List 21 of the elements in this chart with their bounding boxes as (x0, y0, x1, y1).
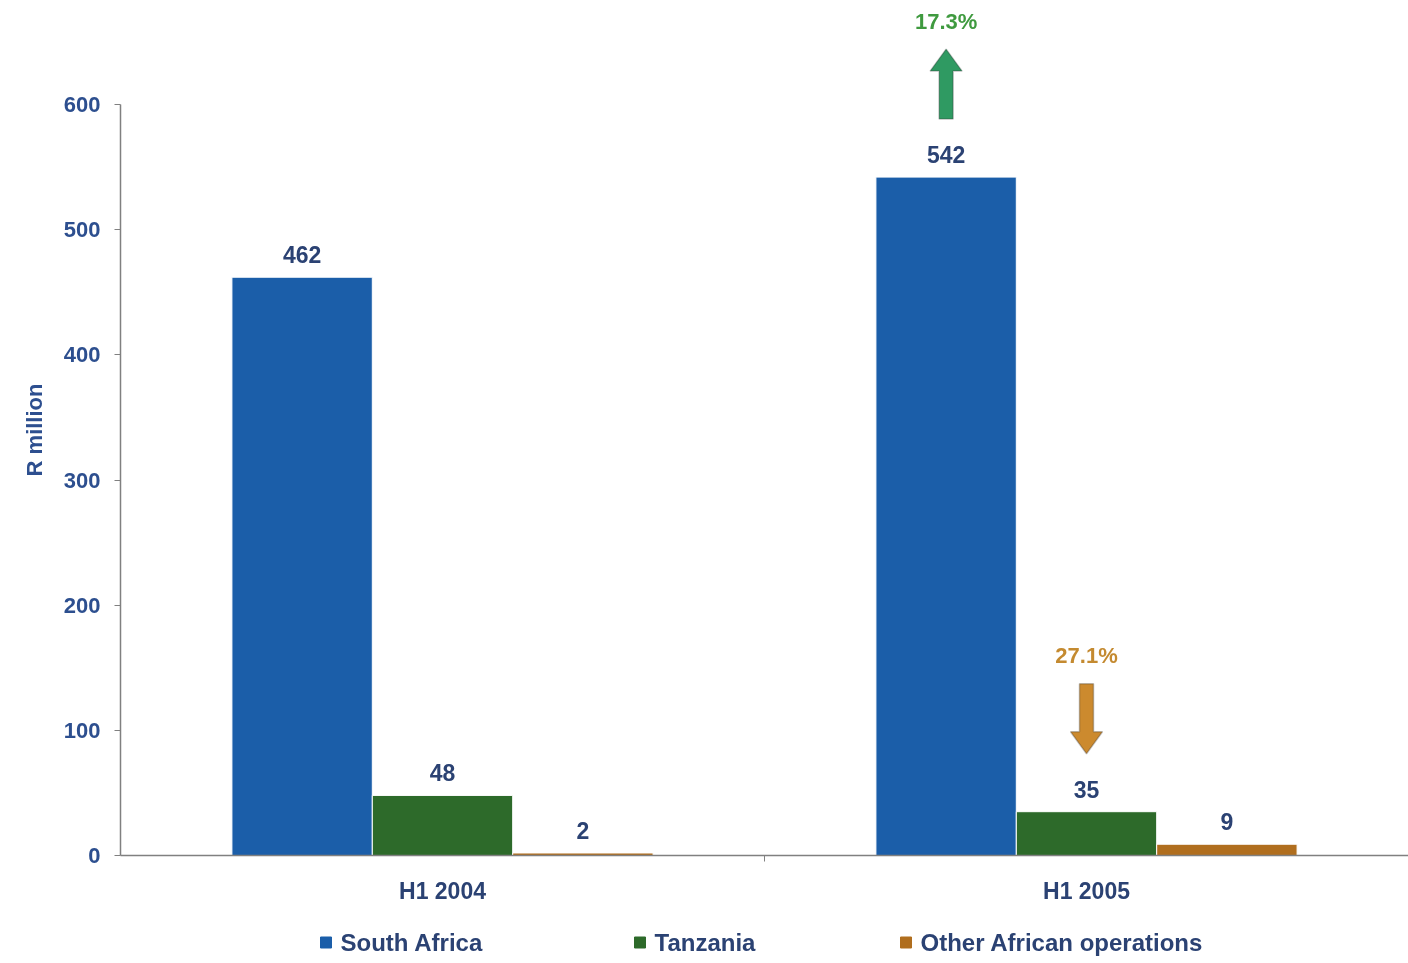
y-tick-label: 100 (63, 717, 101, 743)
y-tick-label: 300 (63, 467, 101, 493)
legend-label: Tanzania (654, 929, 757, 956)
legend-label: Other African operations (920, 929, 1203, 956)
y-axis-title: R million (21, 383, 47, 477)
x-tick-label: H1 2004 (399, 877, 487, 904)
data-label: 462 (282, 242, 322, 269)
y-tick-label: 500 (63, 217, 101, 243)
data-label: 542 (926, 142, 966, 169)
y-tick-label: 200 (63, 592, 101, 618)
annotation: 27.1% (1055, 643, 1118, 669)
data-label: 35 (1073, 776, 1100, 803)
legend-label: South Africa (340, 929, 483, 956)
y-tick-label: 400 (63, 342, 101, 368)
x-tick-label: H1 2005 (1043, 877, 1131, 904)
data-label: 9 (1220, 809, 1234, 836)
text: 17.3% (914, 8, 978, 34)
y-tick-label: 0 (88, 843, 101, 868)
data-label: 2 (576, 818, 590, 844)
y-tick-label: 600 (63, 92, 101, 117)
data-label: 48 (429, 760, 456, 787)
